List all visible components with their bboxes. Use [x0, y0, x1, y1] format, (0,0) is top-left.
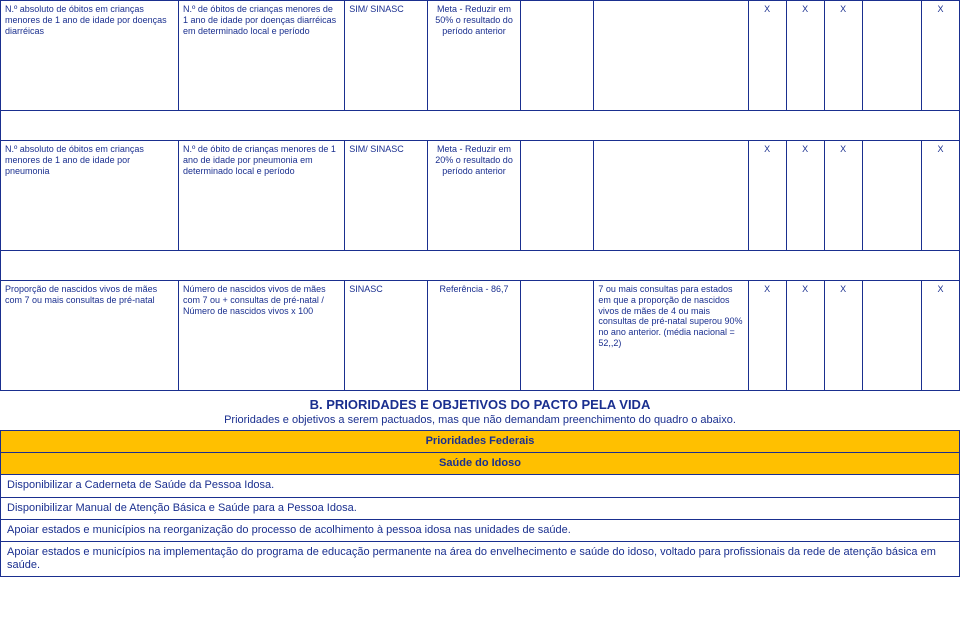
cell: N.º de óbito de crianças menores de 1 an…	[179, 141, 345, 251]
priorities-subheader: Saúde do Idoso	[1, 453, 960, 475]
cell: N.º absoluto de óbitos em crianças menor…	[1, 141, 179, 251]
cell	[520, 281, 594, 391]
cell	[520, 141, 594, 251]
cell	[862, 141, 921, 251]
priorities-header: Prioridades Federais	[1, 431, 960, 453]
cell	[862, 1, 921, 111]
priority-row: Apoiar estados e municípios na reorganiz…	[1, 519, 960, 541]
cell: SIM/ SINASC	[345, 141, 428, 251]
section-b-title: B. PRIORIDADES E OBJETIVOS DO PACTO PELA…	[0, 395, 960, 414]
cell: Proporção de nascidos vivos de mães com …	[1, 281, 179, 391]
table-row: N.º absoluto de óbitos em crianças menor…	[1, 141, 960, 251]
cell: X	[824, 1, 862, 111]
indicators-table: N.º absoluto de óbitos em crianças menor…	[0, 0, 960, 391]
cell: X	[921, 281, 959, 391]
priority-row: Apoiar estados e municípios na implement…	[1, 541, 960, 576]
cell	[594, 141, 748, 251]
priority-text: Apoiar estados e municípios na implement…	[1, 541, 960, 576]
cell: 7 ou mais consultas para estados em que …	[594, 281, 748, 391]
cell: SINASC	[345, 281, 428, 391]
cell	[862, 281, 921, 391]
cell: X	[921, 1, 959, 111]
cell: X	[824, 281, 862, 391]
cell: Meta - Reduzir em 50% o resultado do per…	[428, 1, 521, 111]
cell: X	[921, 141, 959, 251]
spacer-row	[1, 111, 960, 141]
priority-text: Disponibilizar Manual de Atenção Básica …	[1, 497, 960, 519]
cell: X	[786, 281, 824, 391]
cell: N.º absoluto de óbitos em crianças menor…	[1, 1, 179, 111]
spacer-row	[1, 251, 960, 281]
table-row: N.º absoluto de óbitos em crianças menor…	[1, 1, 960, 111]
cell: X	[786, 141, 824, 251]
section-b-subtitle: Prioridades e objetivos a serem pactuado…	[0, 414, 960, 430]
priority-text: Disponibilizar a Caderneta de Saúde da P…	[1, 475, 960, 497]
cell: X	[748, 281, 786, 391]
priority-row: Disponibilizar a Caderneta de Saúde da P…	[1, 475, 960, 497]
priority-row: Disponibilizar Manual de Atenção Básica …	[1, 497, 960, 519]
cell: Referência - 86,7	[428, 281, 521, 391]
cell: X	[786, 1, 824, 111]
cell	[520, 1, 594, 111]
cell: X	[824, 141, 862, 251]
cell: Número de nascidos vivos de mães com 7 o…	[179, 281, 345, 391]
cell: Meta - Reduzir em 20% o resultado do per…	[428, 141, 521, 251]
section-b: B. PRIORIDADES E OBJETIVOS DO PACTO PELA…	[0, 395, 960, 577]
priority-text: Apoiar estados e municípios na reorganiz…	[1, 519, 960, 541]
cell: N.º de óbitos de crianças menores de 1 a…	[179, 1, 345, 111]
cell: X	[748, 1, 786, 111]
cell: SIM/ SINASC	[345, 1, 428, 111]
priorities-table: Prioridades Federais Saúde do Idoso Disp…	[0, 430, 960, 577]
table-row: Proporção de nascidos vivos de mães com …	[1, 281, 960, 391]
cell: X	[748, 141, 786, 251]
cell	[594, 1, 748, 111]
